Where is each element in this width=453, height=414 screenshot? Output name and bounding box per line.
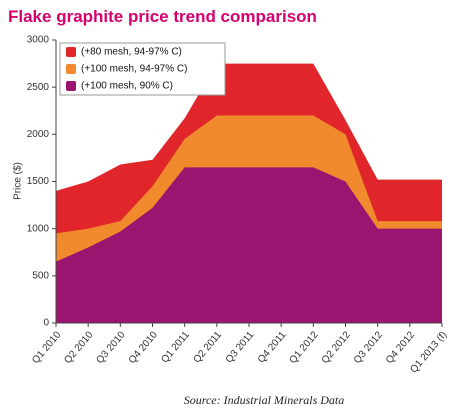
y-tick-label: 3000 bbox=[27, 35, 50, 46]
x-tick-label: Q4 2010 bbox=[127, 329, 160, 366]
legend-label: (+100 mesh, 90% C) bbox=[81, 81, 173, 92]
x-tick-label: Q3 2010 bbox=[95, 329, 128, 366]
x-tick-label: Q1 2011 bbox=[159, 329, 192, 365]
source-note: Source: Industrial Minerals Data bbox=[184, 393, 345, 407]
x-tick-label: Q1 2012 bbox=[288, 329, 321, 366]
y-tick-label: 500 bbox=[32, 270, 49, 281]
legend-swatch bbox=[66, 47, 76, 57]
legend-swatch bbox=[66, 64, 76, 74]
legend-label: (+80 mesh, 94-97% C) bbox=[81, 47, 182, 58]
area bbox=[56, 167, 442, 323]
x-tick-label: Q2 2012 bbox=[320, 329, 353, 366]
x-tick-label: Q4 2012 bbox=[384, 329, 417, 366]
x-tick-label: Q3 2011 bbox=[224, 329, 257, 365]
x-tick-label: Q4 2011 bbox=[256, 329, 289, 365]
y-tick-label: 1000 bbox=[27, 223, 50, 234]
y-tick-label: 0 bbox=[43, 318, 49, 329]
legend-swatch bbox=[66, 81, 76, 91]
y-axis-label: Price ($) bbox=[13, 162, 24, 200]
y-tick-label: 2500 bbox=[27, 82, 50, 93]
y-tick-label: 2000 bbox=[27, 129, 50, 140]
y-tick-label: 1500 bbox=[27, 176, 50, 187]
legend-box bbox=[59, 42, 226, 96]
x-tick-label: Q2 2011 bbox=[192, 329, 225, 365]
x-tick-label: Q2 2010 bbox=[62, 329, 95, 366]
x-tick-label: Q3 2012 bbox=[352, 329, 385, 366]
chart-title: Flake graphite price trend comparison bbox=[8, 7, 317, 26]
x-tick-label: Q1 2010 bbox=[30, 329, 63, 366]
legend-label: (+100 mesh, 94-97% C) bbox=[81, 64, 187, 75]
